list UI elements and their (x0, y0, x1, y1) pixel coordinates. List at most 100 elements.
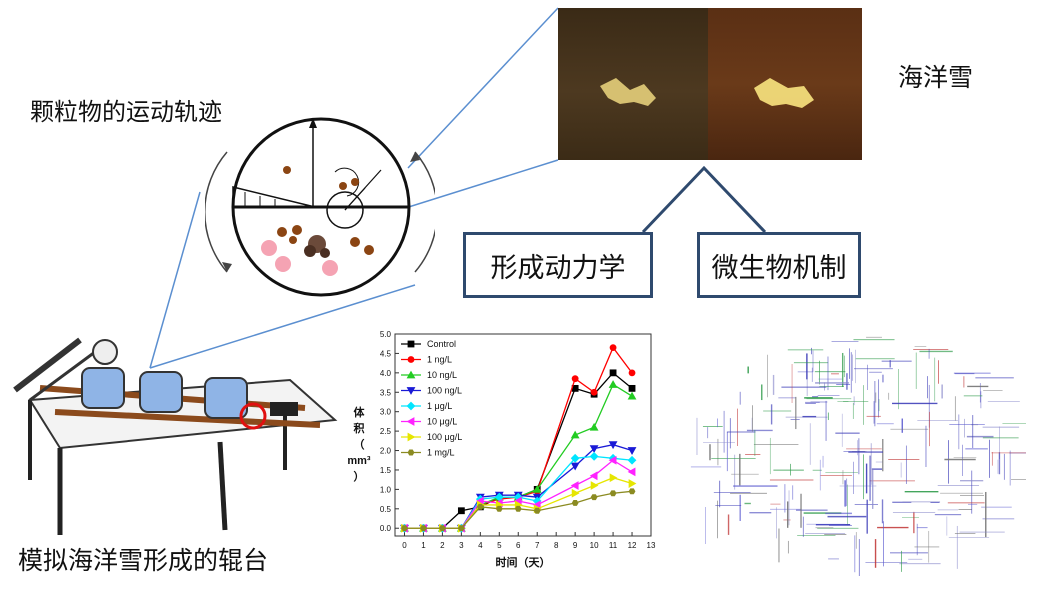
motor-icon (270, 402, 298, 416)
legend-label: Control (427, 339, 456, 349)
particle-icon (277, 227, 287, 237)
legend-marker (406, 387, 416, 395)
data-point (420, 525, 427, 532)
marine-snow-photo (558, 8, 862, 160)
legend-item: 1 ng/L (401, 355, 452, 365)
data-point (457, 525, 465, 532)
y-tick-label: 4.0 (380, 369, 392, 378)
marine-snow-particle-icon (600, 78, 656, 106)
connector-line-photo-top (407, 7, 559, 169)
data-point (571, 488, 580, 498)
branch-connector (641, 165, 767, 234)
data-point (628, 384, 636, 392)
legend-marker (406, 417, 415, 426)
x-tick-label: 11 (609, 541, 618, 550)
y-tick-label: 1.0 (380, 485, 392, 494)
x-tick-label: 13 (647, 541, 656, 550)
particle-icon (350, 237, 360, 247)
x-tick-label: 2 (440, 541, 445, 550)
legend-label: 100 ng/L (427, 386, 462, 396)
rotation-arrow-right-icon (414, 151, 435, 273)
data-point (570, 430, 580, 439)
data-point (589, 471, 598, 481)
rotation-arrow-left-icon (205, 151, 228, 273)
data-point (589, 422, 599, 431)
y-tick-label: 3.0 (380, 408, 392, 417)
microbial-mechanism-label: 微生物机制 (711, 252, 847, 284)
data-point (608, 441, 618, 450)
y-axis-label: ） (354, 470, 365, 483)
data-point (571, 375, 579, 383)
photo-panel-right (708, 8, 862, 160)
y-tick-label: 0.5 (380, 505, 392, 514)
legend-label: 1 mg/L (427, 448, 455, 458)
legend-marker (406, 370, 416, 379)
data-point (609, 490, 617, 497)
particle-icon (283, 166, 291, 174)
y-tick-label: 5.0 (380, 330, 392, 339)
data-point (571, 500, 579, 506)
table-leg (217, 441, 228, 531)
data-point (570, 462, 580, 471)
data-point (570, 453, 580, 463)
data-point (532, 500, 541, 510)
legend-item: 100 ng/L (401, 386, 462, 396)
x-tick-label: 10 (590, 541, 599, 550)
marine-snow-label: 海洋雪 (898, 63, 974, 92)
legend-label: 1 μg/L (427, 401, 452, 411)
legend-label: 10 μg/L (427, 417, 457, 427)
belt-frame (13, 337, 82, 393)
particle-icon (364, 245, 374, 255)
x-tick-label: 12 (628, 541, 637, 550)
data-point (609, 473, 618, 483)
particle-icon (292, 225, 302, 235)
particle-icon (289, 236, 297, 244)
data-point (570, 481, 579, 490)
data-point (609, 344, 617, 351)
data-point (533, 507, 541, 514)
chart-legend: Control 1 ng/L 10 ng/L 100 ng/L 1 μg/L 10 μg/… (401, 339, 462, 458)
y-tick-label: 2.0 (380, 447, 392, 456)
series-1-mg-l (401, 488, 636, 532)
y-axis-label: mm³ (347, 455, 371, 467)
x-tick-label: 9 (573, 541, 578, 550)
y-axis-label: 体 (354, 405, 366, 419)
data-point (608, 455, 617, 465)
data-point (589, 445, 599, 453)
data-point (589, 451, 599, 461)
legend-label: 10 ng/L (427, 370, 457, 380)
particle-icon (339, 182, 347, 190)
data-point (628, 488, 636, 495)
legend-marker (407, 356, 415, 363)
rotating-tank-diagram (205, 117, 435, 297)
legend-label: 100 μg/L (427, 432, 462, 442)
roller-table-illustration (13, 337, 338, 535)
data-point (627, 447, 637, 455)
data-point (495, 505, 503, 512)
data-point (590, 481, 599, 490)
legend-item: 100 μg/L (401, 432, 462, 442)
legend-marker (407, 432, 416, 442)
legend-marker (407, 340, 415, 348)
data-point (513, 496, 522, 506)
rolling-tank-icon (81, 367, 125, 409)
particle-trajectory-label: 颗粒物的运动轨迹 (30, 98, 222, 126)
x-tick-label: 4 (478, 541, 483, 550)
legend-item: 10 μg/L (401, 417, 457, 427)
formation-dynamics-box: 形成动力学 (463, 232, 653, 298)
marine-snow-floc-icon (275, 256, 291, 272)
x-tick-label: 8 (554, 541, 559, 550)
axis-labels: 时间（天） 体积 （ mm³ ） (347, 405, 550, 569)
data-point (609, 369, 617, 377)
data-point (457, 507, 465, 515)
y-tick-label: 1.5 (380, 466, 392, 475)
data-point (475, 496, 484, 506)
photo-panel-left (558, 8, 708, 160)
y-tick-label: 2.5 (380, 427, 392, 436)
y-tick-label: 4.5 (380, 349, 392, 358)
roller-table-label: 模拟海洋雪形成的辊台 (18, 546, 269, 575)
y-axis-label: （ (354, 438, 365, 451)
roller-rod (54, 409, 321, 428)
y-tick-label: 0.0 (380, 524, 392, 533)
x-tick-label: 5 (497, 541, 502, 550)
